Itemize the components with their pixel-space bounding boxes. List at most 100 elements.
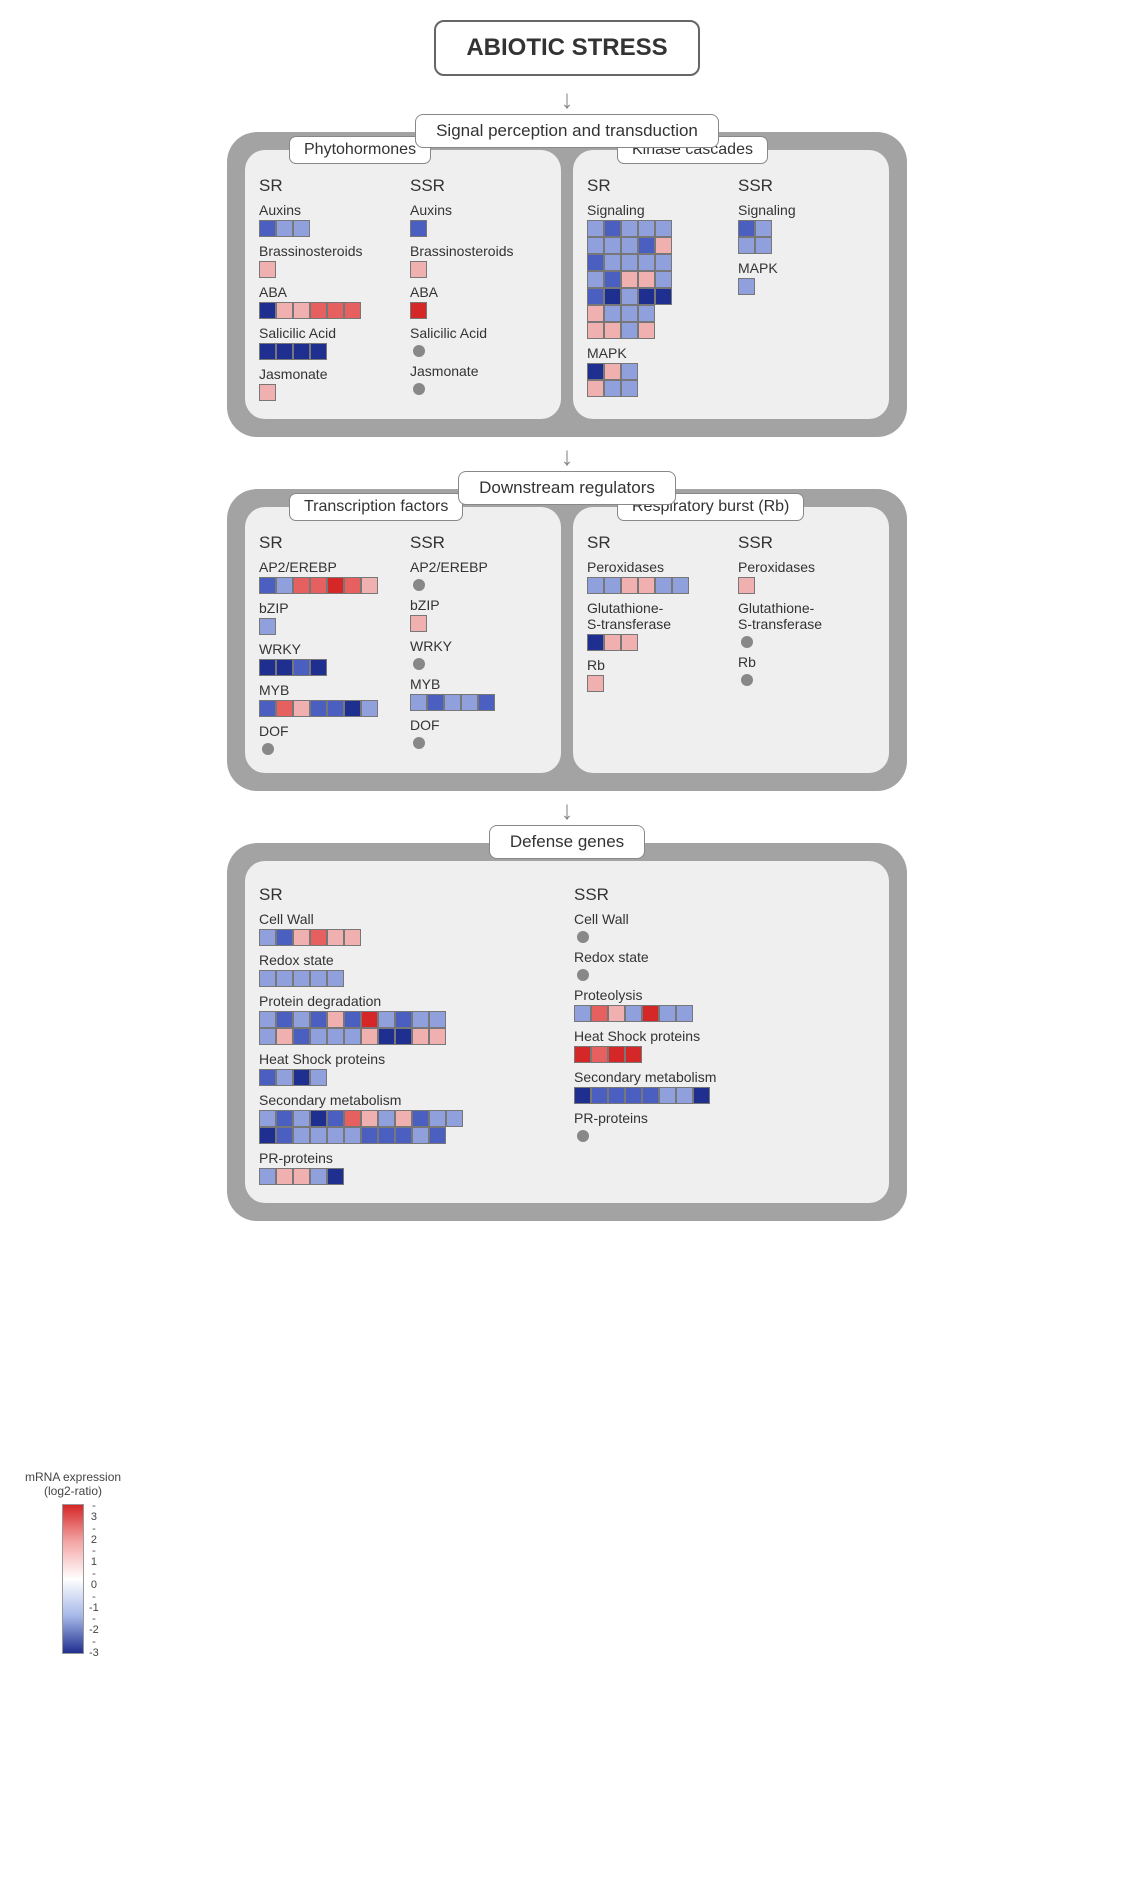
heatmap-cell [587, 237, 604, 254]
heatmap [259, 302, 396, 319]
legend-tick: - -3 [89, 1637, 99, 1659]
heatmap-cell [621, 237, 638, 254]
item-label: AP2/EREBP [259, 559, 396, 575]
data-column: SRSignalingMAPK [587, 176, 724, 397]
heatmap [587, 363, 724, 397]
heatmap-row [574, 1087, 875, 1104]
section-label: Defense genes [489, 825, 645, 859]
heatmap-cell [642, 1005, 659, 1022]
heatmap-cell [429, 1110, 446, 1127]
heatmap-cell [659, 1005, 676, 1022]
heatmap-cell [293, 1168, 310, 1185]
item-label: Redox state [574, 949, 875, 965]
heatmap-cell [412, 1110, 429, 1127]
heatmap-cell [344, 577, 361, 594]
item-label: Redox state [259, 952, 560, 968]
heatmap-cell [293, 343, 310, 360]
heatmap-cell [625, 1005, 642, 1022]
item-label: Secondary metabolism [574, 1069, 875, 1085]
heatmap-cell [738, 220, 755, 237]
item-label: Secondary metabolism [259, 1092, 560, 1108]
heatmap-row [410, 615, 547, 632]
heatmap-cell [591, 1046, 608, 1063]
heatmap-cell [344, 302, 361, 319]
legend-tick: - 0 [89, 1569, 99, 1591]
item-label: bZIP [259, 600, 396, 616]
heatmap [259, 1011, 560, 1045]
data-column: SRAP2/EREBPbZIPWRKYMYBDOF [259, 533, 396, 755]
heatmap-row [259, 1011, 560, 1028]
heatmap-cell [361, 1011, 378, 1028]
heatmap-cell [327, 302, 344, 319]
heatmap-cell [412, 1011, 429, 1028]
legend-tick: - 3 [89, 1501, 99, 1523]
item-label: Peroxidases [738, 559, 875, 575]
column-header: SR [259, 176, 396, 196]
heatmap-cell [344, 700, 361, 717]
heatmap-cell [293, 970, 310, 987]
heatmap-cell [327, 929, 344, 946]
heatmap-cell [259, 929, 276, 946]
heatmap-cell [361, 1110, 378, 1127]
heatmap-cell [587, 288, 604, 305]
heatmap [259, 343, 396, 360]
heatmap-cell [276, 1011, 293, 1028]
data-column: SSRSignalingMAPK [738, 176, 875, 397]
heatmap-cell [625, 1087, 642, 1104]
heatmap [259, 929, 560, 946]
heatmap-cell [378, 1028, 395, 1045]
item-label: Brassinosteroids [259, 243, 396, 259]
heatmap-row [587, 380, 724, 397]
heatmap [587, 220, 724, 339]
heatmap-cell [621, 305, 638, 322]
item-label: Jasmonate [410, 363, 547, 379]
heatmap-cell [738, 278, 755, 295]
heatmap-cell [293, 220, 310, 237]
item-label: Signaling [738, 202, 875, 218]
heatmap-row [587, 577, 724, 594]
heatmap-cell [638, 577, 655, 594]
legend-title: mRNA expression (log2-ratio) [25, 1470, 121, 1498]
heatmap [259, 577, 396, 594]
heatmap [259, 970, 560, 987]
heatmap-cell [378, 1011, 395, 1028]
heatmap-cell [310, 1127, 327, 1144]
heatmap-cell [276, 1110, 293, 1127]
heatmap-cell [310, 659, 327, 676]
empty-dot-icon [413, 383, 425, 395]
data-column: SSRAuxinsBrassinosteroidsABASalicilic Ac… [410, 176, 547, 401]
heatmap-cell [276, 1028, 293, 1045]
heatmap-row [587, 305, 724, 322]
heatmap-cell [478, 694, 495, 711]
column-header: SR [587, 533, 724, 553]
item-label: Auxins [410, 202, 547, 218]
heatmap-cell [638, 322, 655, 339]
heatmap-cell [604, 254, 621, 271]
heatmap-cell [293, 659, 310, 676]
column-header: SR [587, 176, 724, 196]
heatmap-row [587, 220, 724, 237]
heatmap-cell [587, 363, 604, 380]
heatmap-cell [621, 220, 638, 237]
heatmap-cell [293, 1069, 310, 1086]
heatmap-cell [310, 1069, 327, 1086]
heatmap-cell [410, 220, 427, 237]
heatmap-cell [344, 1110, 361, 1127]
heatmap-row [259, 1110, 560, 1127]
heatmap-cell [361, 700, 378, 717]
heatmap-cell [327, 970, 344, 987]
heatmap-cell [276, 1069, 293, 1086]
data-column: SRAuxinsBrassinosteroidsABASalicilic Aci… [259, 176, 396, 401]
empty-dot-icon [741, 636, 753, 648]
heatmap-cell [293, 1110, 310, 1127]
heatmap-cell [310, 1110, 327, 1127]
heatmap-cell [638, 288, 655, 305]
item-label: Brassinosteroids [410, 243, 547, 259]
heatmap-cell [676, 1087, 693, 1104]
legend-tick: - 2 [89, 1524, 99, 1546]
heatmap-cell [327, 700, 344, 717]
heatmap-cell [621, 380, 638, 397]
item-label: Glutathione- S-transferase [587, 600, 724, 632]
section-label: Signal perception and transduction [415, 114, 719, 148]
heatmap-row [587, 237, 724, 254]
